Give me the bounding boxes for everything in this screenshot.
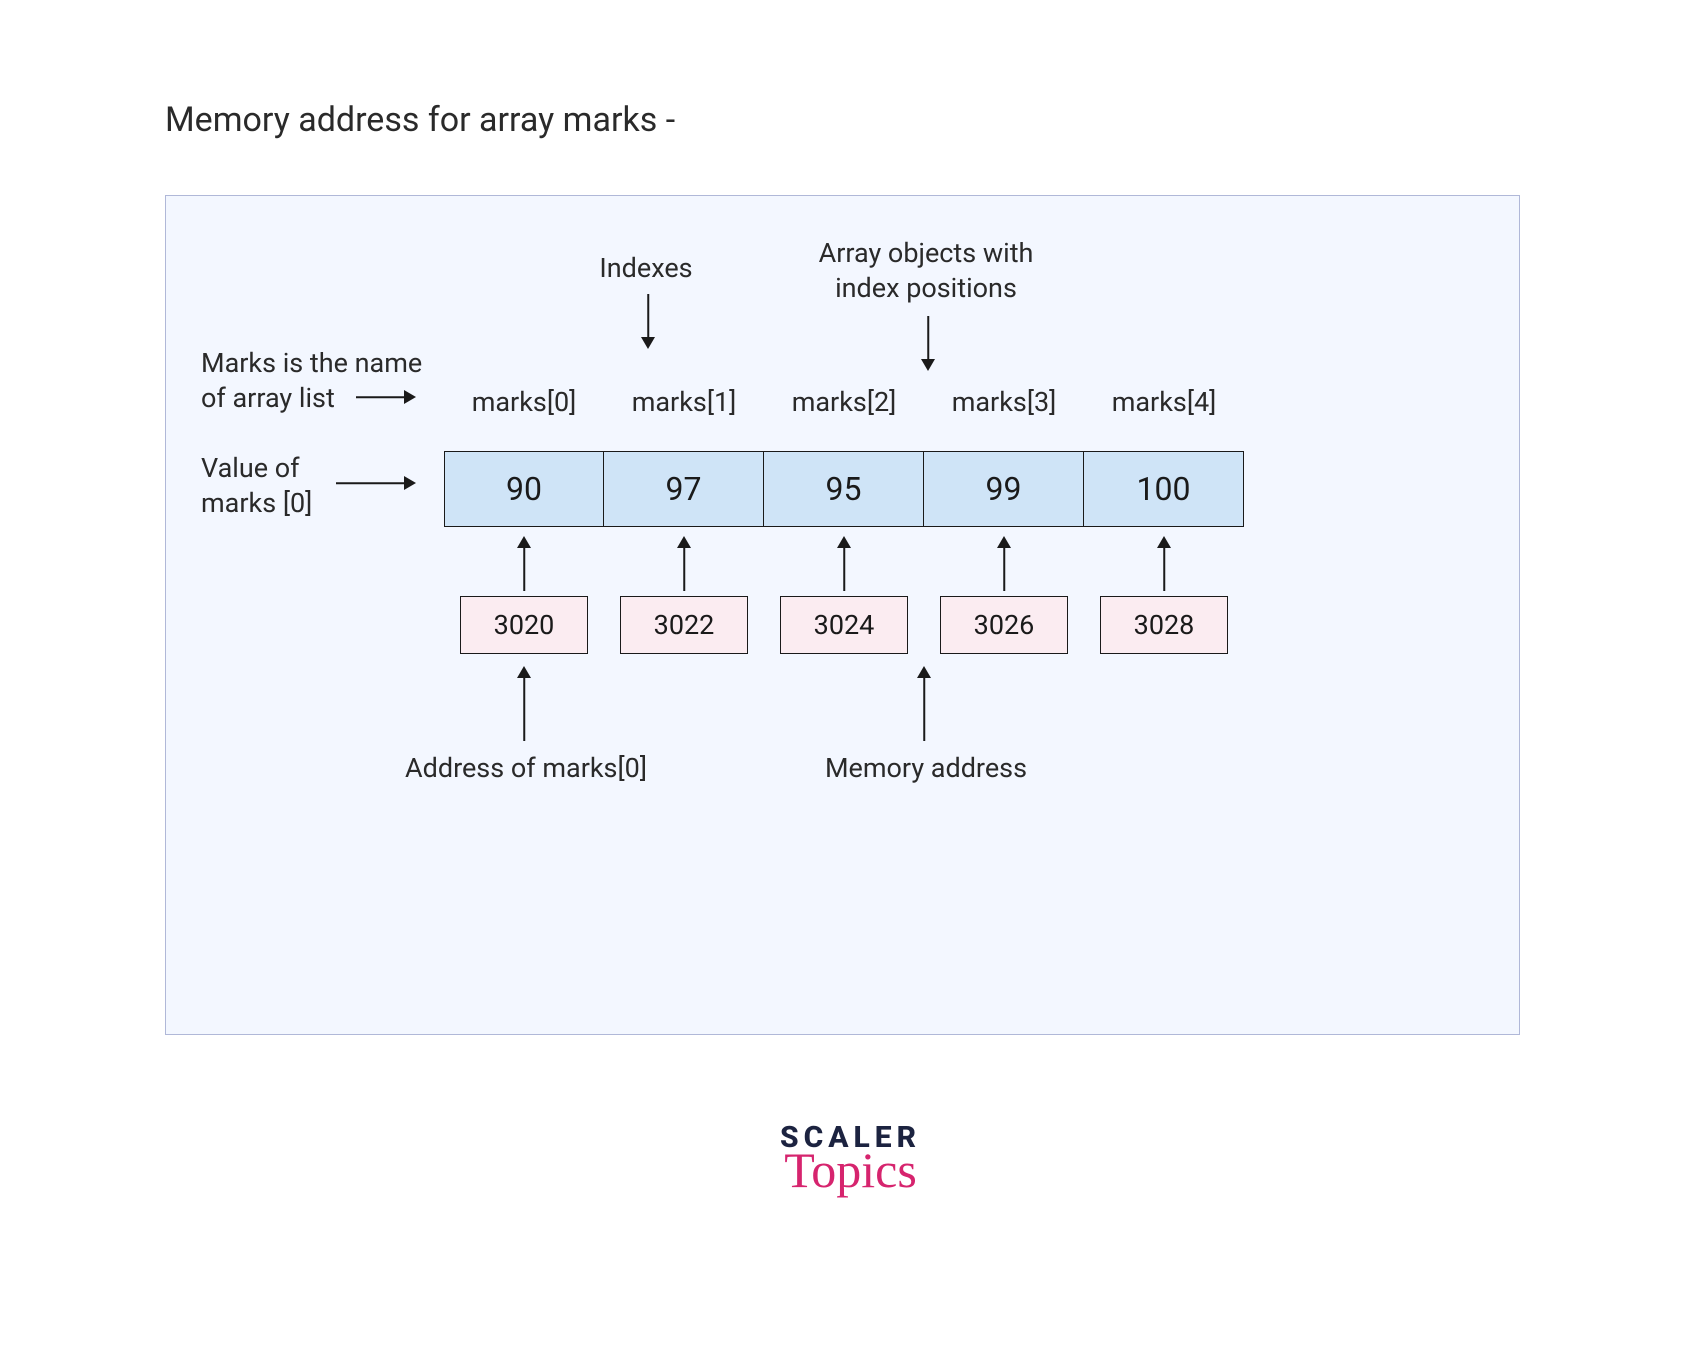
arrow-up-icon — [517, 536, 531, 591]
arrow-up-icon — [997, 536, 1011, 591]
arrow-down-icon — [921, 316, 935, 371]
value-cell: 95 — [764, 451, 924, 527]
array-objects-label: Array objects with index positions — [776, 236, 1076, 306]
arrow-down-icon — [641, 294, 655, 349]
arrow-right-icon — [356, 390, 416, 404]
address-cell: 3020 — [460, 596, 588, 654]
page: Memory address for array marks - Indexes… — [0, 0, 1701, 1355]
address-cell: 3024 — [780, 596, 908, 654]
index-label: marks[1] — [604, 386, 764, 418]
page-title: Memory address for array marks - — [165, 100, 675, 140]
value-cell: 100 — [1084, 451, 1244, 527]
value-cell: 97 — [604, 451, 764, 527]
address-cell: 3022 — [620, 596, 748, 654]
index-label: marks[2] — [764, 386, 924, 418]
arrow-up-icon — [917, 666, 931, 741]
arrow-up-icon — [677, 536, 691, 591]
value-cell: 90 — [444, 451, 604, 527]
arrow-up-icon — [1157, 536, 1171, 591]
index-label: marks[0] — [444, 386, 604, 418]
index-row: marks[0] marks[1] marks[2] marks[3] mark… — [444, 386, 1244, 418]
indexes-label: Indexes — [546, 251, 746, 286]
logo-text-bottom: Topics — [780, 1141, 921, 1199]
index-label: marks[4] — [1084, 386, 1244, 418]
address-cell: 3026 — [940, 596, 1068, 654]
value-row: 90 97 95 99 100 — [444, 451, 1244, 527]
arrow-right-icon — [336, 476, 416, 490]
arrow-up-icon — [837, 536, 851, 591]
address-row: 3020 3022 3024 3026 3028 — [444, 596, 1228, 654]
index-label: marks[3] — [924, 386, 1084, 418]
scaler-logo: SCALER Topics — [780, 1120, 921, 1199]
diagram-panel: Indexes Array objects with index positio… — [165, 195, 1520, 1035]
address-cell: 3028 — [1100, 596, 1228, 654]
arrow-up-icon — [517, 666, 531, 741]
memory-address-label: Memory address — [806, 751, 1046, 786]
marks-name-label: Marks is the name of array list — [201, 346, 431, 416]
value-cell: 99 — [924, 451, 1084, 527]
address-of-label: Address of marks[0] — [396, 751, 656, 786]
